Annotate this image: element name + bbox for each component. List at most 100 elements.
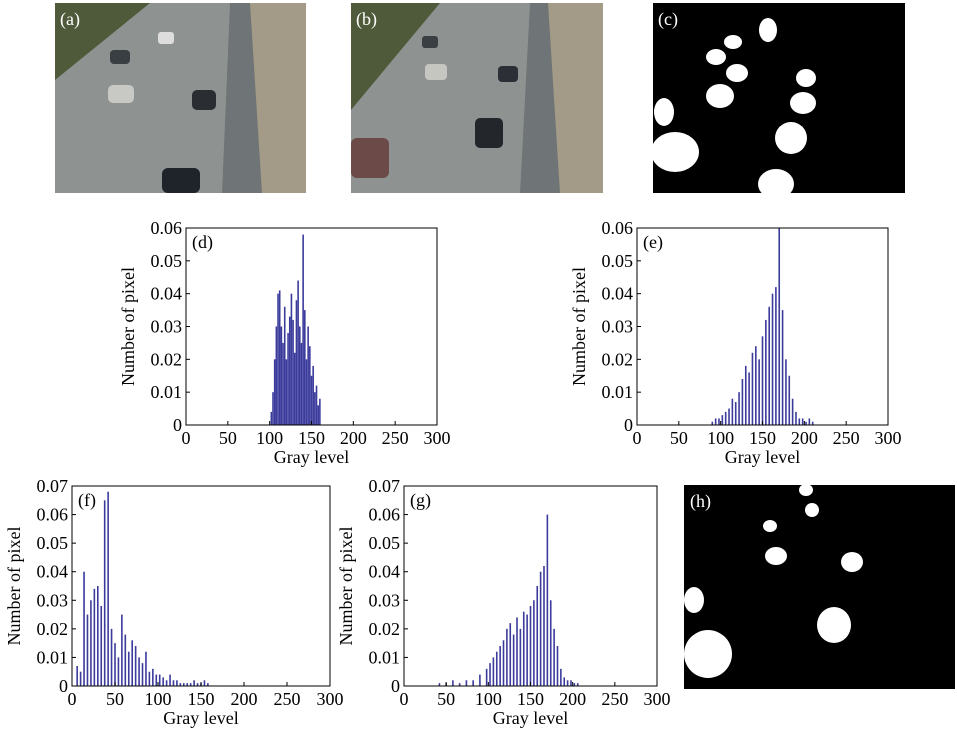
bar	[310, 375, 313, 425]
bar	[472, 680, 474, 686]
plot-frame	[71, 485, 331, 687]
bar	[506, 628, 508, 686]
x-tick-label: 250	[274, 689, 301, 709]
y-tick-label: 0.06	[602, 218, 634, 238]
bar	[270, 411, 273, 425]
bar	[711, 421, 714, 425]
bar	[283, 306, 286, 425]
x-tick-label: 300	[317, 689, 344, 709]
x-axis-title: Gray level	[274, 447, 349, 467]
y-tick-label: 0.05	[602, 251, 634, 271]
bar	[512, 634, 515, 686]
y-tick-label: 0.06	[369, 505, 401, 525]
bar	[721, 415, 724, 425]
bar	[305, 359, 308, 425]
binary-c: (c)	[651, 3, 905, 199]
bar	[295, 300, 298, 425]
y-tick-label: 0.01	[151, 382, 183, 402]
bar	[107, 491, 109, 686]
bar	[273, 359, 276, 425]
bar	[145, 651, 147, 686]
x-tick-label: 300	[424, 428, 451, 448]
y-tick-label: 0.06	[37, 505, 69, 525]
bar	[788, 375, 791, 425]
bar	[183, 683, 185, 686]
y-tick-label: 0	[391, 676, 400, 696]
bar	[97, 586, 99, 686]
bar	[714, 418, 717, 425]
bar	[479, 674, 481, 686]
x-tick-label: 250	[833, 428, 860, 448]
bar	[734, 402, 737, 425]
y-axis-title: Number of pixel	[118, 267, 138, 386]
bar	[317, 405, 319, 425]
bar	[158, 674, 161, 686]
bar	[83, 571, 85, 686]
bar	[277, 293, 279, 425]
y-tick-label: 0.02	[369, 619, 401, 639]
bar	[110, 628, 113, 686]
bar	[117, 657, 120, 686]
y-tick-label: 0.03	[37, 590, 69, 610]
bar	[290, 293, 293, 425]
bar	[553, 628, 555, 686]
bar	[485, 668, 488, 686]
panel-label: (e)	[643, 232, 663, 253]
bar	[280, 326, 283, 425]
bar	[287, 333, 289, 425]
bar	[522, 611, 525, 686]
bar	[778, 228, 781, 425]
bar	[282, 342, 284, 425]
x-tick-label: 100	[475, 689, 502, 709]
bar	[543, 566, 545, 686]
x-tick-label: 150	[517, 689, 544, 709]
y-tick-label: 0.06	[151, 218, 183, 238]
bar	[176, 680, 178, 686]
y-axis-title: Number of pixel	[336, 527, 356, 646]
bar	[791, 398, 794, 425]
bar	[509, 623, 512, 686]
bar	[811, 421, 814, 425]
bar	[300, 342, 303, 425]
bar	[297, 280, 299, 425]
bar	[718, 418, 720, 425]
bar	[573, 683, 576, 686]
y-tick-label: 0.07	[37, 476, 69, 496]
binary-h: (h)	[684, 484, 955, 689]
bar	[196, 683, 199, 686]
bar	[492, 657, 495, 686]
panel-label: (g)	[410, 490, 431, 511]
bar	[502, 640, 505, 686]
x-tick-label: 50	[106, 689, 124, 709]
photo-b: (b)	[351, 3, 603, 193]
bar	[738, 392, 740, 425]
bar	[288, 316, 291, 425]
bar	[272, 392, 274, 425]
bar	[148, 671, 151, 686]
y-tick-label: 0.04	[602, 284, 634, 304]
x-axis-title: Gray level	[725, 447, 800, 467]
x-tick-label: 50	[670, 428, 688, 448]
bar	[452, 680, 454, 686]
x-tick-label: 0	[400, 689, 409, 709]
panel-label: (d)	[192, 232, 213, 253]
bar	[758, 359, 760, 425]
x-tick-label: 0	[68, 689, 77, 709]
bar	[489, 663, 491, 686]
bar	[275, 326, 278, 425]
x-axis-title: Gray level	[493, 708, 568, 728]
bar	[438, 683, 441, 686]
bar	[165, 680, 168, 686]
y-tick-label: 0.05	[369, 533, 401, 553]
bar	[304, 310, 306, 425]
x-axis-title: Gray level	[163, 708, 238, 728]
bar	[127, 651, 130, 686]
x-tick-label: 50	[437, 689, 455, 709]
bar	[207, 683, 209, 686]
panel-label: (b)	[356, 9, 377, 30]
bar	[499, 646, 501, 686]
bar	[293, 352, 296, 425]
bar	[536, 586, 539, 686]
x-tick-label: 250	[382, 428, 409, 448]
photo-a: (a)	[55, 3, 306, 193]
